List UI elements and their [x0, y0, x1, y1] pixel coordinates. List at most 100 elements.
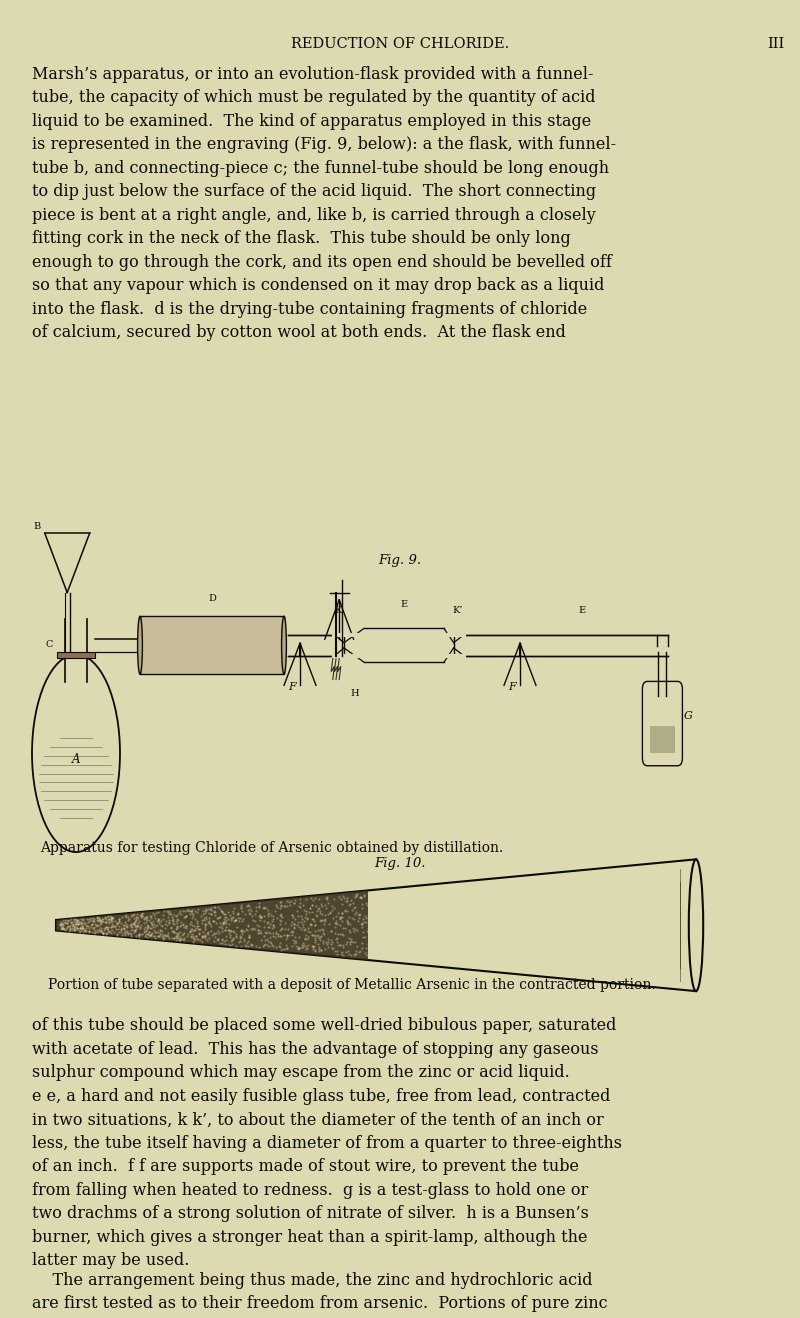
Point: [318, 913, 330, 934]
Text: F: F: [508, 683, 516, 692]
Point: [72, 909, 85, 931]
Point: [108, 916, 121, 937]
Point: [360, 937, 373, 958]
Point: [85, 909, 98, 931]
Point: [152, 909, 165, 931]
Point: [199, 899, 212, 920]
Point: [125, 913, 138, 934]
Point: [106, 907, 118, 928]
Point: [69, 915, 82, 936]
Point: [288, 890, 301, 911]
Point: [216, 929, 229, 950]
Point: [137, 907, 150, 928]
Point: [231, 903, 244, 924]
Point: [130, 916, 142, 937]
Point: [354, 887, 367, 908]
Point: [122, 907, 135, 928]
Point: [86, 911, 99, 932]
Point: [367, 911, 380, 932]
Point: [342, 920, 355, 941]
Point: [70, 917, 83, 938]
Point: [166, 921, 178, 942]
Point: [350, 886, 362, 907]
Point: [214, 907, 226, 928]
Point: [190, 925, 203, 946]
Point: [306, 924, 319, 945]
Point: [162, 928, 175, 949]
Point: [274, 896, 287, 917]
Text: The arrangement being thus made, the zinc and hydrochloric acid: The arrangement being thus made, the zin…: [32, 1272, 593, 1289]
Point: [188, 929, 201, 950]
Point: [63, 919, 76, 940]
Point: [200, 907, 213, 928]
Point: [116, 915, 129, 936]
Point: [146, 915, 158, 936]
Point: [165, 917, 178, 938]
Point: [265, 905, 278, 927]
Point: [334, 924, 346, 945]
Point: [174, 902, 186, 923]
Point: [156, 915, 169, 936]
Point: [326, 908, 339, 929]
Point: [81, 908, 94, 929]
Point: [145, 923, 158, 944]
Point: [263, 927, 276, 948]
Point: [170, 925, 182, 946]
Point: [286, 907, 299, 928]
Point: [227, 900, 240, 921]
Point: [186, 924, 198, 945]
Point: [102, 905, 115, 927]
Point: [279, 934, 292, 956]
Point: [98, 912, 111, 933]
Point: [149, 921, 162, 942]
Point: [62, 911, 74, 932]
Point: [262, 912, 274, 933]
Bar: [57, 652, 95, 659]
Point: [142, 916, 154, 937]
Point: [166, 913, 179, 934]
Text: of calcium, secured by cotton wool at both ends.  At the flask end: of calcium, secured by cotton wool at bo…: [32, 324, 566, 341]
Point: [370, 908, 382, 929]
Point: [246, 909, 259, 931]
Point: [341, 900, 354, 921]
Point: [297, 894, 310, 915]
Point: [166, 909, 178, 931]
Point: [177, 915, 190, 936]
Text: to dip just below the surface of the acid liquid.  The short connecting: to dip just below the surface of the aci…: [32, 183, 596, 200]
Point: [310, 924, 323, 945]
Point: [95, 921, 108, 942]
Point: [93, 907, 106, 928]
Point: [156, 920, 169, 941]
Point: [279, 928, 292, 949]
Point: [129, 921, 142, 942]
Point: [150, 921, 162, 942]
Point: [82, 909, 95, 931]
Point: [158, 925, 171, 946]
Point: [362, 908, 374, 929]
Point: [186, 899, 198, 920]
Point: [119, 920, 132, 941]
Point: [277, 938, 290, 960]
Point: [242, 899, 254, 920]
Point: [218, 933, 231, 954]
Point: [293, 916, 306, 937]
Point: [76, 917, 89, 938]
Point: [269, 927, 282, 948]
Point: [230, 925, 242, 946]
Point: [217, 911, 230, 932]
Point: [182, 900, 194, 921]
Point: [113, 909, 126, 931]
Point: [90, 915, 102, 936]
Point: [307, 911, 320, 932]
Bar: [140, 617, 284, 675]
Point: [94, 920, 107, 941]
Point: [115, 907, 128, 928]
Point: [56, 917, 69, 938]
Point: [100, 907, 113, 928]
Point: [278, 895, 291, 916]
Point: [353, 908, 366, 929]
Point: [195, 925, 208, 946]
Point: [266, 913, 279, 934]
Point: [306, 938, 319, 960]
Text: III: III: [766, 37, 784, 51]
